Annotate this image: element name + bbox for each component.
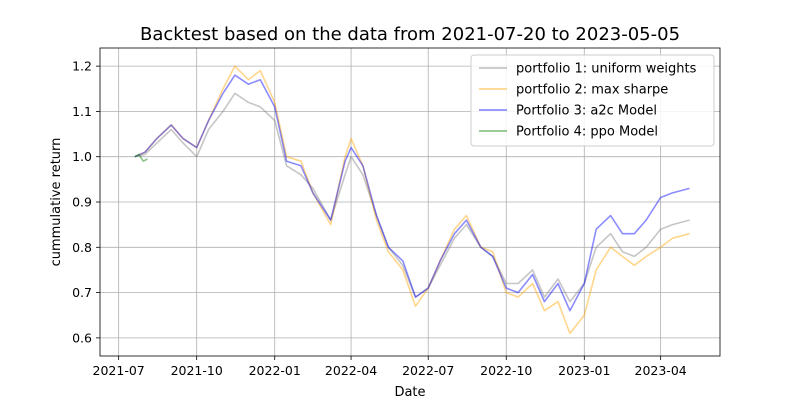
x-axis-label: Date: [394, 385, 425, 400]
x-tick-label: 2021-07: [93, 363, 145, 378]
legend-label: portfolio 2: max sharpe: [516, 83, 668, 98]
y-tick-label: 0.6: [72, 330, 92, 345]
legend-label: Portfolio 3: a2c Model: [516, 104, 657, 119]
series-layer: [134, 65, 690, 335]
x-tick-label: 2022-10: [480, 363, 532, 378]
x-tick-label: 2023-01: [558, 363, 610, 378]
y-tick-label: 0.7: [72, 285, 92, 300]
tick-layer: 2021-07 2021-10 2022-01 2022-04 2022-07 2022-…: [72, 59, 687, 378]
series-line-portfolio-3-a2c-model: [134, 74, 690, 312]
y-tick-label: 1.2: [72, 59, 92, 74]
x-tick-label: 2022-04: [325, 363, 377, 378]
y-tick-label: 1.1: [72, 104, 92, 119]
x-tick-label: 2023-04: [635, 363, 687, 378]
series-line-portfolio-2-max-sharpe: [134, 65, 690, 335]
x-tick-label: 2022-01: [249, 363, 301, 378]
y-tick-label: 0.8: [72, 240, 92, 255]
series-line-portfolio-4-ppo-model: [134, 153, 148, 162]
x-tick-label: 2022-07: [402, 363, 454, 378]
legend-label: Portfolio 4: ppo Model: [516, 125, 658, 140]
series-line-portfolio-1-uniform-weights: [134, 92, 690, 303]
x-tick-label: 2021-10: [171, 363, 223, 378]
y-axis-label: cummulative return: [49, 138, 64, 267]
y-tick-label: 1.0: [72, 149, 92, 164]
y-tick-label: 0.9: [72, 195, 92, 210]
chart-title: Backtest based on the data from 2021-07-…: [140, 24, 680, 45]
legend: portfolio 1: uniform weights portfolio 2:…: [470, 54, 715, 147]
legend-label: portfolio 1: uniform weights: [516, 62, 697, 77]
legend-box: [470, 54, 715, 147]
